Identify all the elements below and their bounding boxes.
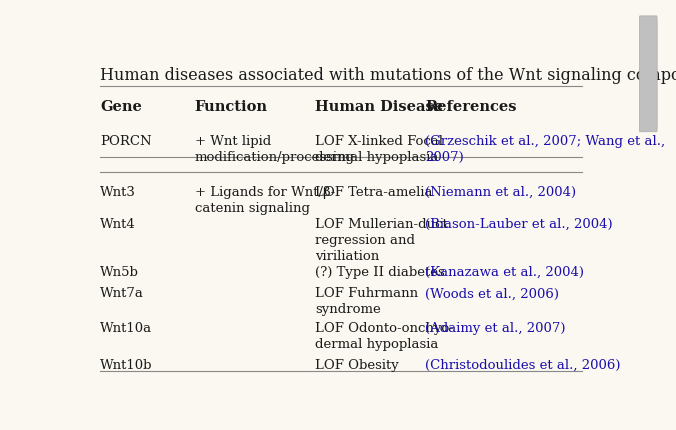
Text: (?) Type II diabetes: (?) Type II diabetes [315, 265, 445, 278]
Text: regression and: regression and [315, 233, 415, 246]
Text: dermal hypoplasia: dermal hypoplasia [315, 338, 439, 350]
Text: viriliation: viriliation [315, 249, 379, 262]
Text: syndrome: syndrome [315, 303, 381, 316]
Text: dermal hypoplasia: dermal hypoplasia [315, 150, 439, 163]
Text: Wnt10b: Wnt10b [100, 358, 153, 371]
Text: LOF Fuhrmann: LOF Fuhrmann [315, 287, 418, 300]
Text: Wnt7a: Wnt7a [100, 287, 144, 300]
Text: (Niemann et al., 2004): (Niemann et al., 2004) [425, 186, 576, 199]
Text: (Adaimy et al., 2007): (Adaimy et al., 2007) [425, 322, 566, 335]
Text: Wnt4: Wnt4 [100, 217, 136, 230]
Text: LOF Odonto-onchyo-: LOF Odonto-onchyo- [315, 322, 454, 335]
Text: PORCN: PORCN [100, 134, 152, 147]
Text: Human diseases associated with mutations of the Wnt signaling components: Human diseases associated with mutations… [100, 67, 676, 83]
Text: LOF Mullerian-duct: LOF Mullerian-duct [315, 217, 448, 230]
Text: catenin signaling: catenin signaling [195, 202, 310, 215]
Text: (Woods et al., 2006): (Woods et al., 2006) [425, 287, 559, 300]
Text: 2007): 2007) [425, 150, 464, 163]
Text: LOF X-linked Focal: LOF X-linked Focal [315, 134, 443, 147]
Text: (Kanazawa et al., 2004): (Kanazawa et al., 2004) [425, 265, 584, 278]
Text: Human Disease: Human Disease [315, 100, 443, 114]
Text: modification/processing: modification/processing [195, 150, 354, 163]
Text: (Christodoulides et al., 2006): (Christodoulides et al., 2006) [425, 358, 621, 371]
Text: Wn5b: Wn5b [100, 265, 139, 278]
Text: References: References [425, 100, 516, 114]
FancyBboxPatch shape [639, 17, 657, 132]
Text: + Ligands for Wnt/β-: + Ligands for Wnt/β- [195, 186, 335, 199]
Text: Function: Function [195, 100, 268, 114]
Text: (Biason-Lauber et al., 2004): (Biason-Lauber et al., 2004) [425, 217, 612, 230]
Text: LOF Obesity: LOF Obesity [315, 358, 399, 371]
Text: Wnt3: Wnt3 [100, 186, 136, 199]
Text: Gene: Gene [100, 100, 142, 114]
Text: (Grzeschik et al., 2007; Wang et al.,: (Grzeschik et al., 2007; Wang et al., [425, 134, 665, 147]
Text: Wnt10a: Wnt10a [100, 322, 152, 335]
Text: LOF Tetra-amelia: LOF Tetra-amelia [315, 186, 433, 199]
Text: + Wnt lipid: + Wnt lipid [195, 134, 271, 147]
